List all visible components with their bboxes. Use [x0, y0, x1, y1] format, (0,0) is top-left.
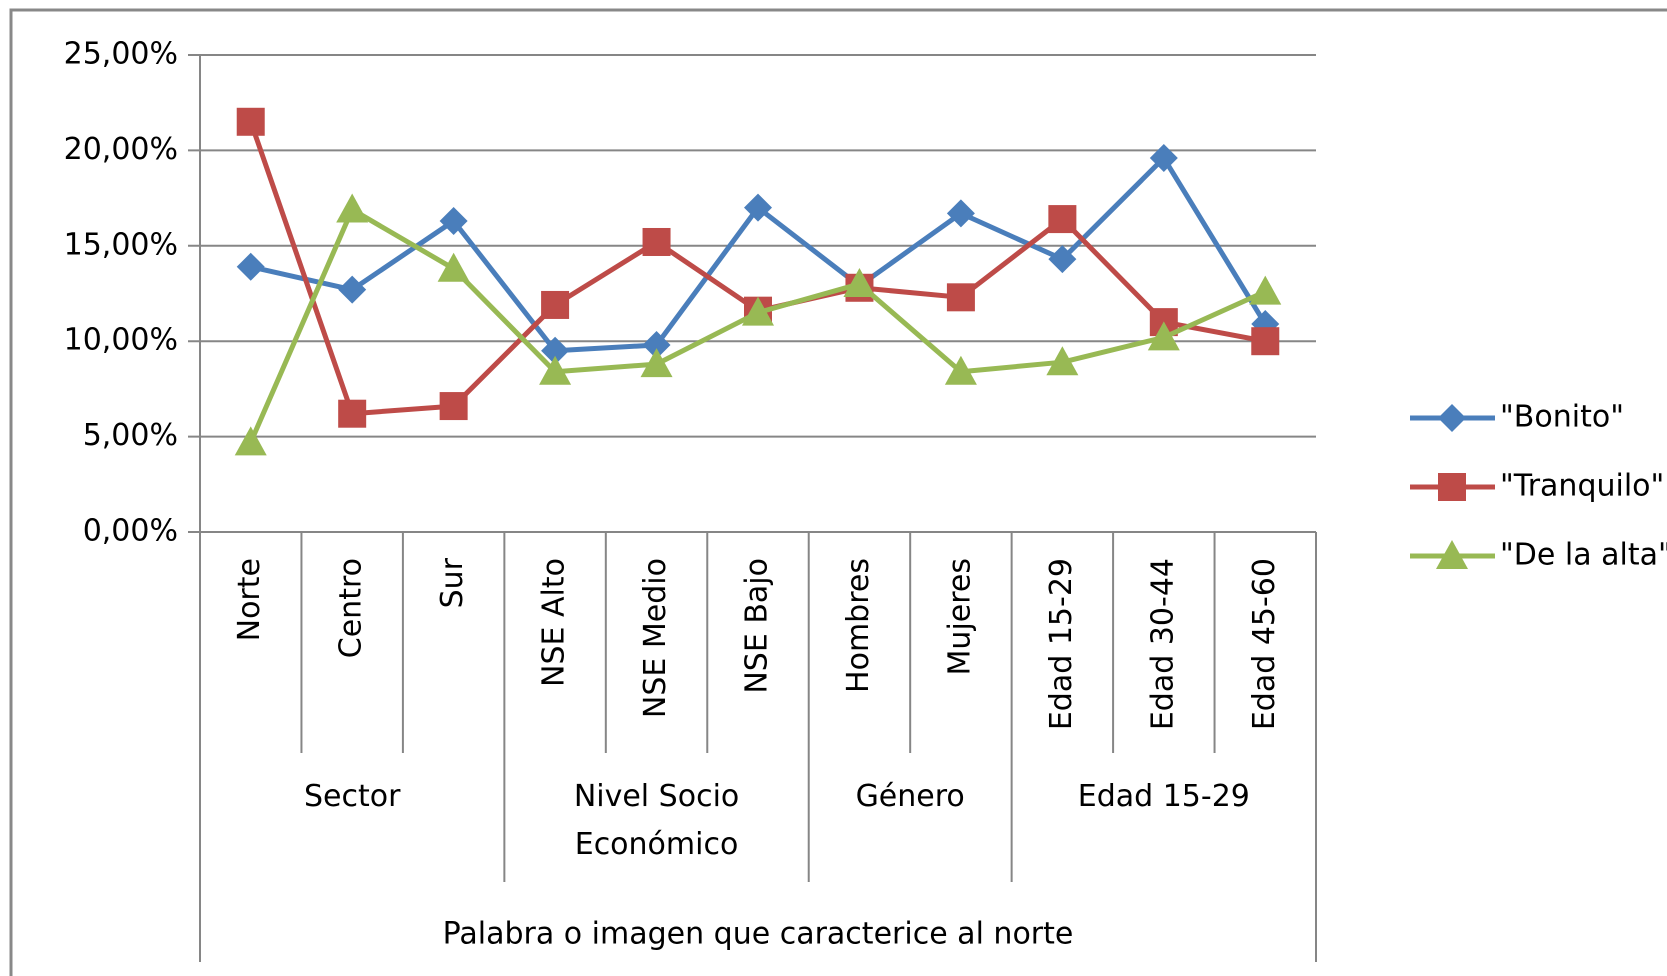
marker	[437, 252, 470, 282]
marker	[541, 290, 570, 319]
marker	[1048, 205, 1077, 234]
marker	[236, 252, 265, 281]
legend-marker	[1438, 404, 1466, 432]
x-tick-label: Mujeres	[942, 558, 977, 675]
marker	[1147, 321, 1180, 351]
chart-frame	[9, 8, 1667, 976]
marker	[642, 331, 671, 360]
marker	[640, 348, 673, 378]
y-tick-label: 25,00%	[64, 37, 178, 72]
group-label: Edad 15-29	[1077, 779, 1250, 814]
marker	[338, 275, 367, 304]
x-tick-label: Sur	[435, 557, 470, 608]
group-label: Género	[855, 779, 965, 814]
group-label: Nivel Socio Económico	[573, 779, 740, 862]
marker	[642, 227, 671, 256]
x-tick-label: NSE Medio	[638, 558, 673, 718]
marker	[944, 355, 977, 385]
x-tick-label: NSE Alto	[537, 558, 572, 687]
marker	[742, 296, 774, 326]
marker	[1249, 275, 1282, 305]
legend-label: "Tranquilo"	[1500, 469, 1664, 504]
marker	[1251, 327, 1280, 356]
y-tick-label: 20,00%	[64, 132, 178, 167]
y-tick-label: 5,00%	[83, 418, 178, 453]
x-tick-label: NSE Bajo	[740, 558, 775, 694]
x-tick-label: Norte	[232, 558, 267, 641]
x-axis-title: Palabra o imagen que caracterice al nort…	[443, 917, 1074, 952]
marker	[236, 107, 265, 136]
x-tick-label: Edad 45-60	[1247, 558, 1282, 730]
marker	[439, 392, 468, 421]
marker	[541, 336, 570, 365]
legend-label: "De la alta"	[1500, 538, 1667, 573]
x-tick-label: Edad 30-44	[1145, 558, 1180, 730]
marker	[336, 193, 369, 223]
marker	[539, 355, 572, 385]
marker	[1048, 245, 1077, 274]
group-label-box: Sector	[303, 779, 401, 814]
group-label-box: Edad 15-29	[1077, 779, 1250, 814]
marker	[234, 426, 267, 456]
group-label-box: Género	[855, 779, 965, 814]
marker	[744, 193, 772, 222]
x-tick-label: Centro	[334, 558, 369, 658]
marker	[946, 199, 975, 228]
marker	[338, 399, 367, 428]
y-tick-label: 15,00%	[64, 227, 178, 262]
marker	[1149, 144, 1178, 173]
y-tick-label: 10,00%	[64, 323, 178, 358]
marker	[843, 267, 876, 297]
legend-label: "Bonito"	[1500, 400, 1624, 435]
marker	[946, 283, 975, 312]
legend-marker	[1438, 473, 1466, 501]
legend-marker	[1436, 540, 1468, 569]
group-label: Sector	[303, 779, 401, 814]
marker	[1046, 346, 1079, 376]
x-tick-label: Edad 15-29	[1044, 558, 1079, 730]
group-label-box: Nivel Socio Económico	[573, 779, 740, 862]
y-tick-label: 0,00%	[83, 514, 178, 549]
marker	[439, 206, 468, 235]
x-tick-label: Hombres	[841, 558, 876, 693]
